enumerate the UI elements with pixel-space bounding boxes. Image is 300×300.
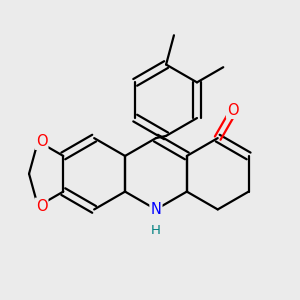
Text: N: N	[151, 202, 161, 217]
Text: O: O	[36, 199, 47, 214]
Text: H: H	[151, 224, 161, 237]
Text: O: O	[227, 103, 239, 118]
Text: O: O	[36, 134, 47, 149]
